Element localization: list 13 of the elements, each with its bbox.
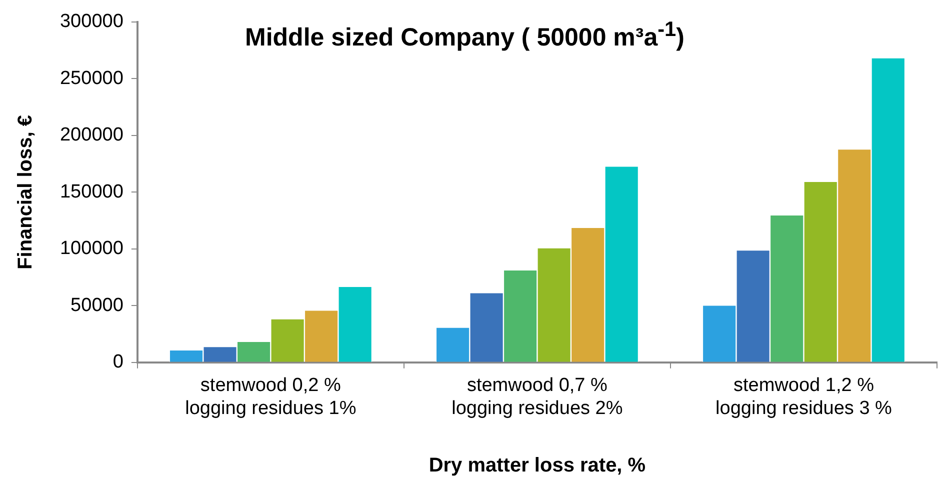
x-tick-label: stemwood 1,2 % logging residues 3 % [716,375,892,419]
y-tick-label: 150000 [60,181,124,202]
y-axis-title: Financial loss, € [14,114,37,270]
y-tick-label: 0 [112,352,124,373]
y-tick-label: 50000 [70,294,124,316]
x-tick-label: stemwood 0,2 % logging residues 1% [185,375,356,419]
y-tick-label: 300000 [60,11,124,32]
y-tick-label: 200000 [60,124,124,146]
y-tick-label: 100000 [60,238,124,260]
x-axis-title: Dry matter loss rate, % [428,454,646,477]
y-tick-label: 250000 [60,68,124,89]
x-tick-label: stemwood 0,7 % logging residues 2% [452,375,623,419]
chart-title: Middle sized Company ( 50000 m³a$^{-1}$) [245,18,684,52]
